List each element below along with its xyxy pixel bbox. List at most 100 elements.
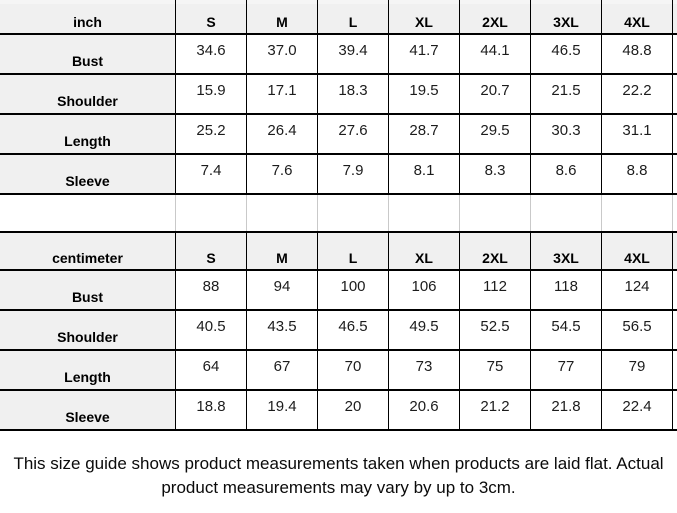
measurement-value: 8.6	[531, 155, 602, 193]
measurement-row: Length 64 67 70 73 75 77 79	[0, 351, 677, 391]
measurement-value: 39.4	[318, 35, 389, 73]
table-spacer-row	[0, 195, 677, 233]
unit-label: centimeter	[0, 233, 176, 269]
measurement-value: 31.1	[602, 115, 673, 153]
size-column-header: S	[176, 4, 247, 33]
measurement-value: 26.4	[247, 115, 318, 153]
size-column-header: 4XL	[602, 4, 673, 33]
measurement-value: 25.2	[176, 115, 247, 153]
measurement-value: 52.5	[460, 311, 531, 349]
row-edge	[673, 4, 677, 33]
measurement-value: 70	[318, 351, 389, 389]
measurement-value: 7.6	[247, 155, 318, 193]
measurement-value: 41.7	[389, 35, 460, 73]
measurement-value: 27.6	[318, 115, 389, 153]
row-edge	[673, 155, 677, 193]
measurement-value: 22.4	[602, 391, 673, 429]
measurement-row: Shoulder 15.9 17.1 18.3 19.5 20.7 21.5 22.2	[0, 75, 677, 115]
measurement-value: 88	[176, 271, 247, 309]
measurement-row: Sleeve 7.4 7.6 7.9 8.1 8.3 8.6 8.8	[0, 155, 677, 195]
size-column-header: XL	[389, 4, 460, 33]
measurement-value: 20	[318, 391, 389, 429]
measurement-value: 43.5	[247, 311, 318, 349]
measurement-label: Shoulder	[0, 311, 176, 349]
measurement-value: 17.1	[247, 75, 318, 113]
measurement-value: 19.5	[389, 75, 460, 113]
measurement-value: 34.6	[176, 35, 247, 73]
measurement-value: 77	[531, 351, 602, 389]
measurement-value: 8.1	[389, 155, 460, 193]
size-column-header: L	[318, 233, 389, 269]
row-edge	[673, 115, 677, 153]
inch-size-table: inch S M L XL 2XL 3XL 4XL Bust 34.6 37.0 39.4 41.7 44…	[0, 4, 677, 195]
measurement-value: 94	[247, 271, 318, 309]
size-table-header-row: centimeter S M L XL 2XL 3XL 4XL	[0, 233, 677, 271]
unit-label: inch	[0, 4, 176, 33]
measurement-value: 21.8	[531, 391, 602, 429]
measurement-value: 21.5	[531, 75, 602, 113]
measurement-value: 20.6	[389, 391, 460, 429]
measurement-value: 48.8	[602, 35, 673, 73]
measurement-label: Length	[0, 115, 176, 153]
row-edge	[673, 351, 677, 389]
measurement-value: 19.4	[247, 391, 318, 429]
measurement-value: 54.5	[531, 311, 602, 349]
measurement-value: 106	[389, 271, 460, 309]
measurement-value: 30.3	[531, 115, 602, 153]
measurement-value: 44.1	[460, 35, 531, 73]
measurement-value: 49.5	[389, 311, 460, 349]
measurement-row: Bust 34.6 37.0 39.4 41.7 44.1 46.5 48.8	[0, 35, 677, 75]
measurement-value: 28.7	[389, 115, 460, 153]
size-column-header: 3XL	[531, 4, 602, 33]
measurement-value: 7.4	[176, 155, 247, 193]
measurement-label: Bust	[0, 271, 176, 309]
measurement-value: 100	[318, 271, 389, 309]
measurement-value: 21.2	[460, 391, 531, 429]
measurement-value: 40.5	[176, 311, 247, 349]
measurement-value: 37.0	[247, 35, 318, 73]
measurement-value: 20.7	[460, 75, 531, 113]
measurement-label: Shoulder	[0, 75, 176, 113]
row-edge	[673, 233, 677, 269]
measurement-value: 124	[602, 271, 673, 309]
size-column-header: 2XL	[460, 4, 531, 33]
size-column-header: XL	[389, 233, 460, 269]
measurement-value: 64	[176, 351, 247, 389]
measurement-value: 56.5	[602, 311, 673, 349]
measurement-row: Shoulder 40.5 43.5 46.5 49.5 52.5 54.5 56.5	[0, 311, 677, 351]
measurement-value: 79	[602, 351, 673, 389]
size-column-header: 4XL	[602, 233, 673, 269]
row-edge	[673, 75, 677, 113]
measurement-value: 29.5	[460, 115, 531, 153]
measurement-value: 22.2	[602, 75, 673, 113]
measurement-value: 73	[389, 351, 460, 389]
measurement-label: Bust	[0, 35, 176, 73]
measurement-value: 67	[247, 351, 318, 389]
size-column-header: L	[318, 4, 389, 33]
row-edge	[673, 391, 677, 429]
measurement-value: 46.5	[318, 311, 389, 349]
size-column-header: M	[247, 233, 318, 269]
measurement-value: 118	[531, 271, 602, 309]
measurement-value: 18.3	[318, 75, 389, 113]
row-edge	[673, 35, 677, 73]
size-table-header-row: inch S M L XL 2XL 3XL 4XL	[0, 4, 677, 35]
size-column-header: M	[247, 4, 318, 33]
size-column-header: S	[176, 233, 247, 269]
measurement-row: Sleeve 18.8 19.4 20 20.6 21.2 21.8 22.4	[0, 391, 677, 431]
measurement-value: 8.3	[460, 155, 531, 193]
size-column-header: 3XL	[531, 233, 602, 269]
row-edge	[673, 271, 677, 309]
size-column-header: 2XL	[460, 233, 531, 269]
measurement-label: Sleeve	[0, 391, 176, 429]
measurement-value: 15.9	[176, 75, 247, 113]
measurement-value: 112	[460, 271, 531, 309]
measurement-label: Length	[0, 351, 176, 389]
measurement-value: 46.5	[531, 35, 602, 73]
measurement-value: 8.8	[602, 155, 673, 193]
row-edge	[673, 311, 677, 349]
measurement-value: 7.9	[318, 155, 389, 193]
measurement-label: Sleeve	[0, 155, 176, 193]
measurement-row: Bust 88 94 100 106 112 118 124	[0, 271, 677, 311]
